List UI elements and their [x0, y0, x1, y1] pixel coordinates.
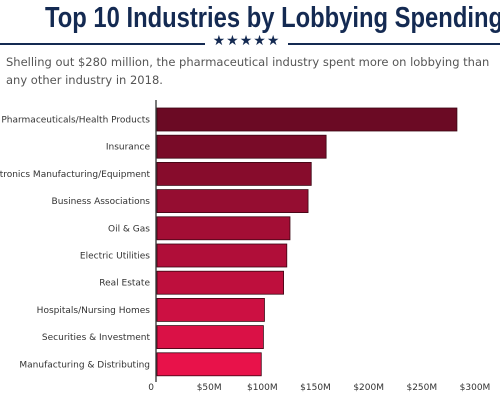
category-label: Manufacturing & Distributing	[19, 360, 150, 370]
bar	[156, 134, 327, 159]
x-tick-label: $100M	[247, 383, 278, 393]
bar	[156, 162, 312, 186]
x-tick-label: $200M	[353, 383, 384, 393]
bar	[156, 189, 309, 213]
bar-chart: Pharmaceuticals/Health Products Insurance…	[0, 100, 491, 393]
x-tick-label: 0	[148, 383, 154, 393]
x-tick-label: $50M	[197, 383, 222, 393]
bar	[156, 352, 262, 377]
bar	[156, 297, 265, 322]
category-label: Electric Utilities	[80, 252, 150, 262]
bar	[156, 270, 284, 295]
bar	[156, 243, 288, 268]
category-label: Oil & Gas	[108, 224, 150, 234]
x-tick-label: $250M	[406, 383, 437, 393]
divider-line-left	[0, 43, 205, 45]
x-tick-label: $150M	[300, 383, 331, 393]
bar	[156, 325, 264, 350]
stars-icon: ★★★★★	[212, 33, 281, 49]
category-label: Hospitals/Nursing Homes	[37, 306, 151, 316]
title-divider: ★★★★★	[0, 33, 500, 50]
category-label: Securities & Investment	[42, 333, 151, 343]
page-title: Top 10 Industries by Lobbying Spending	[45, 2, 500, 34]
category-label: Insurance	[106, 143, 151, 153]
bar	[156, 216, 291, 241]
category-label: Electronics Manufacturing/Equipment	[0, 170, 150, 180]
category-label: Real Estate	[99, 279, 150, 289]
x-tick-label: $300M	[460, 383, 491, 393]
category-label: Pharmaceuticals/Health Products	[1, 116, 150, 126]
chart-subtitle: Shelling out $280 million, the pharmaceu…	[6, 55, 490, 87]
bar	[156, 107, 458, 132]
divider-line-right	[288, 43, 500, 45]
category-label: Business Associations	[52, 197, 151, 207]
